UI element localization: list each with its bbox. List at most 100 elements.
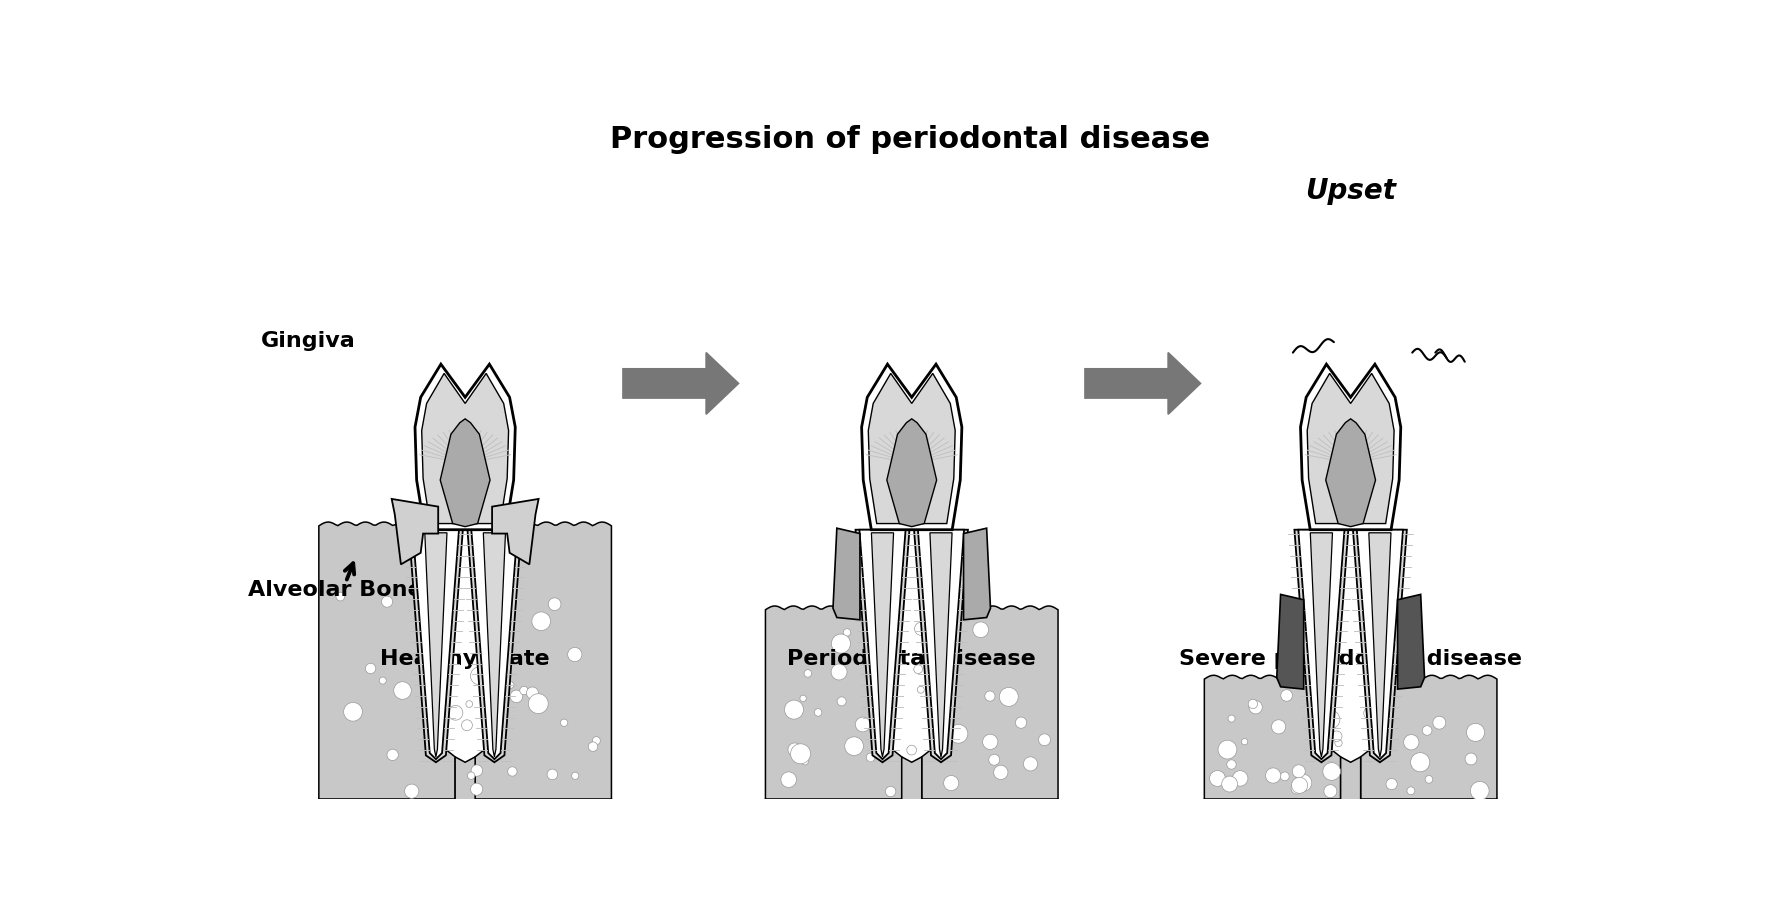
Circle shape [790, 744, 810, 764]
Circle shape [1433, 717, 1446, 729]
Circle shape [1410, 753, 1430, 771]
Polygon shape [861, 365, 963, 530]
Circle shape [1332, 731, 1343, 742]
Circle shape [1249, 700, 1257, 709]
Text: Periodontal disease: Periodontal disease [787, 649, 1035, 669]
Polygon shape [765, 606, 902, 799]
Polygon shape [1360, 675, 1497, 799]
Circle shape [471, 765, 483, 776]
Circle shape [1266, 768, 1280, 783]
Circle shape [789, 743, 801, 756]
Polygon shape [471, 530, 517, 759]
Circle shape [568, 647, 583, 662]
Circle shape [471, 667, 488, 685]
Circle shape [1293, 765, 1305, 778]
Circle shape [1323, 762, 1341, 780]
Circle shape [1222, 776, 1238, 792]
Circle shape [982, 735, 998, 750]
Polygon shape [1307, 374, 1394, 524]
Circle shape [433, 579, 446, 591]
Circle shape [1291, 783, 1302, 794]
Circle shape [400, 543, 416, 560]
Polygon shape [765, 757, 1058, 807]
Polygon shape [623, 353, 739, 414]
Polygon shape [860, 530, 906, 759]
Circle shape [380, 677, 385, 684]
Polygon shape [1300, 365, 1401, 530]
Circle shape [426, 594, 444, 612]
Polygon shape [856, 530, 909, 762]
Polygon shape [886, 418, 936, 526]
Circle shape [844, 629, 851, 636]
Circle shape [1249, 700, 1263, 714]
Polygon shape [1353, 530, 1407, 762]
Circle shape [1218, 740, 1236, 759]
Polygon shape [440, 418, 490, 526]
Polygon shape [492, 499, 538, 564]
Polygon shape [1204, 675, 1341, 799]
Circle shape [549, 598, 561, 611]
Circle shape [1000, 688, 1018, 707]
Circle shape [856, 718, 870, 732]
Circle shape [799, 695, 806, 701]
Circle shape [884, 634, 895, 645]
Polygon shape [868, 374, 955, 524]
Polygon shape [1085, 353, 1201, 414]
Circle shape [1016, 718, 1027, 728]
Circle shape [526, 687, 538, 699]
Circle shape [462, 720, 472, 731]
Circle shape [382, 596, 392, 607]
Circle shape [448, 706, 464, 720]
Circle shape [845, 737, 863, 755]
Circle shape [989, 754, 1000, 765]
Circle shape [801, 758, 808, 765]
Circle shape [785, 700, 803, 719]
Circle shape [529, 694, 549, 714]
Polygon shape [833, 528, 860, 620]
Circle shape [1227, 760, 1236, 770]
Circle shape [1039, 734, 1050, 745]
Polygon shape [320, 522, 455, 799]
Circle shape [915, 622, 927, 636]
Circle shape [831, 634, 851, 653]
Circle shape [993, 765, 1009, 779]
Circle shape [588, 742, 599, 752]
Polygon shape [416, 365, 515, 530]
Polygon shape [1298, 530, 1344, 759]
Circle shape [531, 612, 551, 630]
Circle shape [1423, 726, 1431, 735]
Circle shape [886, 787, 895, 797]
Circle shape [405, 784, 419, 798]
Polygon shape [931, 533, 952, 757]
Circle shape [973, 622, 989, 638]
Polygon shape [412, 530, 458, 759]
Circle shape [1378, 733, 1389, 744]
Circle shape [508, 767, 517, 776]
Circle shape [508, 682, 513, 689]
Circle shape [805, 670, 812, 677]
Circle shape [1321, 710, 1339, 728]
Circle shape [916, 686, 924, 693]
Circle shape [948, 725, 968, 744]
Circle shape [1227, 715, 1234, 722]
Circle shape [437, 619, 451, 634]
Circle shape [405, 550, 416, 560]
Text: Alveolar Bone: Alveolar Bone [249, 580, 423, 600]
Polygon shape [918, 530, 964, 759]
Circle shape [886, 665, 895, 675]
Polygon shape [1357, 530, 1403, 759]
Circle shape [1364, 707, 1376, 719]
Circle shape [467, 772, 474, 779]
Circle shape [1272, 719, 1286, 734]
Circle shape [908, 745, 916, 755]
Circle shape [593, 736, 600, 744]
Circle shape [366, 664, 377, 674]
Circle shape [471, 783, 483, 796]
Polygon shape [467, 530, 522, 762]
Polygon shape [392, 499, 439, 564]
Polygon shape [1295, 530, 1348, 762]
Circle shape [781, 772, 796, 788]
Polygon shape [922, 606, 1058, 799]
Circle shape [394, 682, 412, 700]
Circle shape [1280, 690, 1293, 701]
